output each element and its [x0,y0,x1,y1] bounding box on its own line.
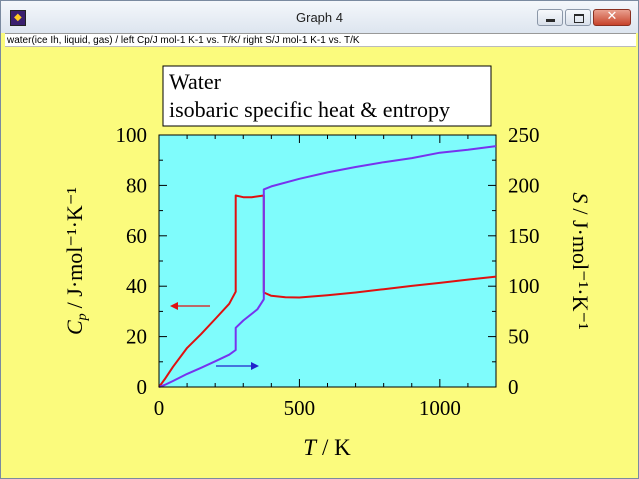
minimize-button[interactable] [537,9,563,26]
maximize-icon [574,14,584,23]
cp-axis-arrowhead [170,302,178,310]
plot-area [158,134,497,388]
close-button[interactable]: ✕ [593,9,631,26]
y-left-subscript: p [75,313,90,321]
s-axis-arrowhead [251,362,259,370]
series-line-s [158,145,497,388]
y-right-tick-label: 100 [508,274,540,298]
y-right-tick-label: 0 [508,375,519,399]
y-left-tick-label: 100 [116,123,148,147]
graph-description: water(ice Ih, liquid, gas) / left Cp/J m… [5,33,636,47]
x-tick-label: 1000 [419,396,461,420]
y-right-unit: J·mol⁻¹·K⁻¹ [568,220,593,330]
chart-title-line-2: isobaric specific heat & entropy [169,97,450,122]
title-box [162,65,492,127]
x-tick-label: 500 [284,396,316,420]
close-icon: ✕ [606,9,618,24]
y-left-label: Cp/ J·mol⁻¹·K⁻¹ [62,187,90,335]
y-right-symbol: S [568,192,593,203]
y-left-tick-label: 0 [137,375,148,399]
x-tick-label: 0 [154,396,165,420]
y-right-tick-label: 200 [508,173,540,197]
y-right-tick-label: 150 [508,224,540,248]
x-axis-label: T / K [303,435,351,460]
y-right-tick-label: 50 [508,325,529,349]
title-bar[interactable]: ◆ Graph 4 ✕ [1,1,638,33]
y-right-label: S/ J·mol⁻¹·K⁻¹ [568,192,593,329]
x-axis-symbol: T [303,435,318,460]
y-left-tick-label: 60 [126,224,147,248]
window-title: Graph 4 [296,10,343,25]
y-left-unit: J·mol⁻¹·K⁻¹ [62,187,87,297]
chart-title-line-1: Water [169,69,222,94]
minimize-icon [546,19,555,22]
y-right-tick-label: 250 [508,123,540,147]
app-icon[interactable]: ◆ [10,10,26,26]
y-left-tick-label: 40 [126,274,147,298]
y-left-tick-label: 80 [126,173,147,197]
y-left-symbol: C [62,320,87,335]
y-left-tick-label: 20 [126,325,147,349]
x-axis-unit: K [334,435,351,460]
maximize-button[interactable] [565,9,591,26]
